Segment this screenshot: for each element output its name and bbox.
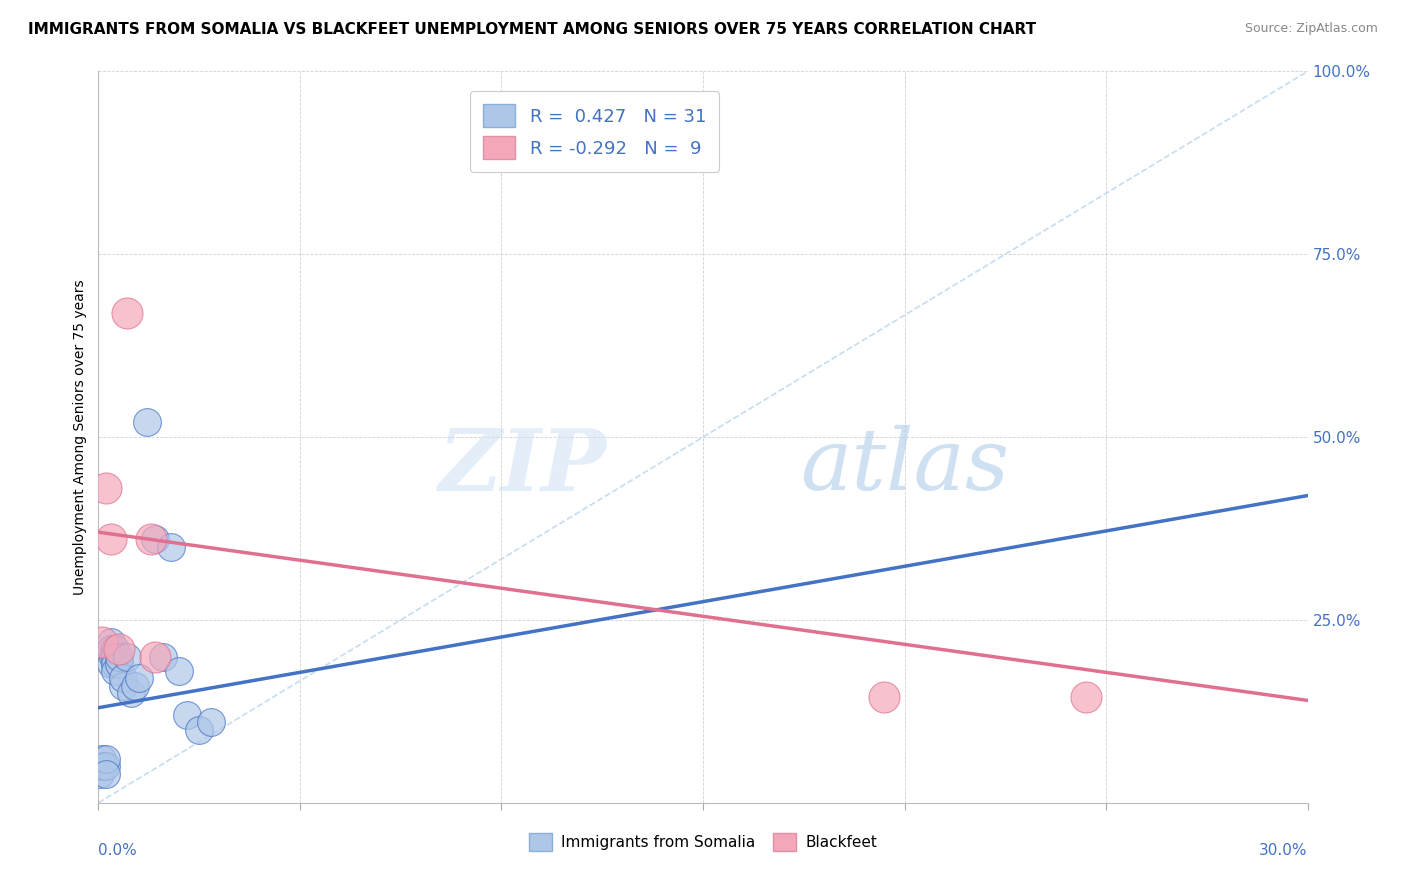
Point xyxy=(91,759,114,773)
Point xyxy=(100,657,122,671)
Point xyxy=(91,752,114,766)
Text: atlas: atlas xyxy=(800,425,1010,508)
Point xyxy=(103,642,125,657)
Point xyxy=(100,635,122,649)
Point xyxy=(96,481,118,495)
Point xyxy=(103,649,125,664)
Point xyxy=(143,649,166,664)
Point xyxy=(115,306,138,320)
Point xyxy=(152,649,174,664)
Point xyxy=(93,759,115,773)
Point xyxy=(873,690,896,704)
Point xyxy=(101,649,124,664)
Point xyxy=(100,533,122,547)
Point xyxy=(124,679,146,693)
Point xyxy=(107,642,129,657)
Y-axis label: Unemployment Among Seniors over 75 years: Unemployment Among Seniors over 75 years xyxy=(73,279,87,595)
Legend: Immigrants from Somalia, Blackfeet: Immigrants from Somalia, Blackfeet xyxy=(523,827,883,857)
Point xyxy=(115,649,138,664)
Text: 0.0%: 0.0% xyxy=(98,843,138,858)
Point xyxy=(103,664,125,678)
Point xyxy=(91,635,114,649)
Text: IMMIGRANTS FROM SOMALIA VS BLACKFEET UNEMPLOYMENT AMONG SENIORS OVER 75 YEARS CO: IMMIGRANTS FROM SOMALIA VS BLACKFEET UNE… xyxy=(28,22,1036,37)
Point xyxy=(107,649,129,664)
Point xyxy=(89,766,111,780)
Point xyxy=(103,657,125,671)
Text: 30.0%: 30.0% xyxy=(1260,843,1308,858)
Point xyxy=(128,672,150,686)
Point xyxy=(100,642,122,657)
Point xyxy=(96,752,118,766)
Point xyxy=(111,672,134,686)
Point xyxy=(167,664,190,678)
Point xyxy=(200,715,222,730)
Point xyxy=(160,540,183,554)
Point xyxy=(176,708,198,723)
Point xyxy=(96,766,118,780)
Text: Source: ZipAtlas.com: Source: ZipAtlas.com xyxy=(1244,22,1378,36)
Point xyxy=(1074,690,1097,704)
Point xyxy=(120,686,142,700)
Point xyxy=(135,416,157,430)
Text: ZIP: ZIP xyxy=(439,425,606,508)
Point xyxy=(96,759,118,773)
Point xyxy=(107,657,129,671)
Point xyxy=(111,679,134,693)
Point xyxy=(188,723,211,737)
Point xyxy=(139,533,162,547)
Point xyxy=(143,533,166,547)
